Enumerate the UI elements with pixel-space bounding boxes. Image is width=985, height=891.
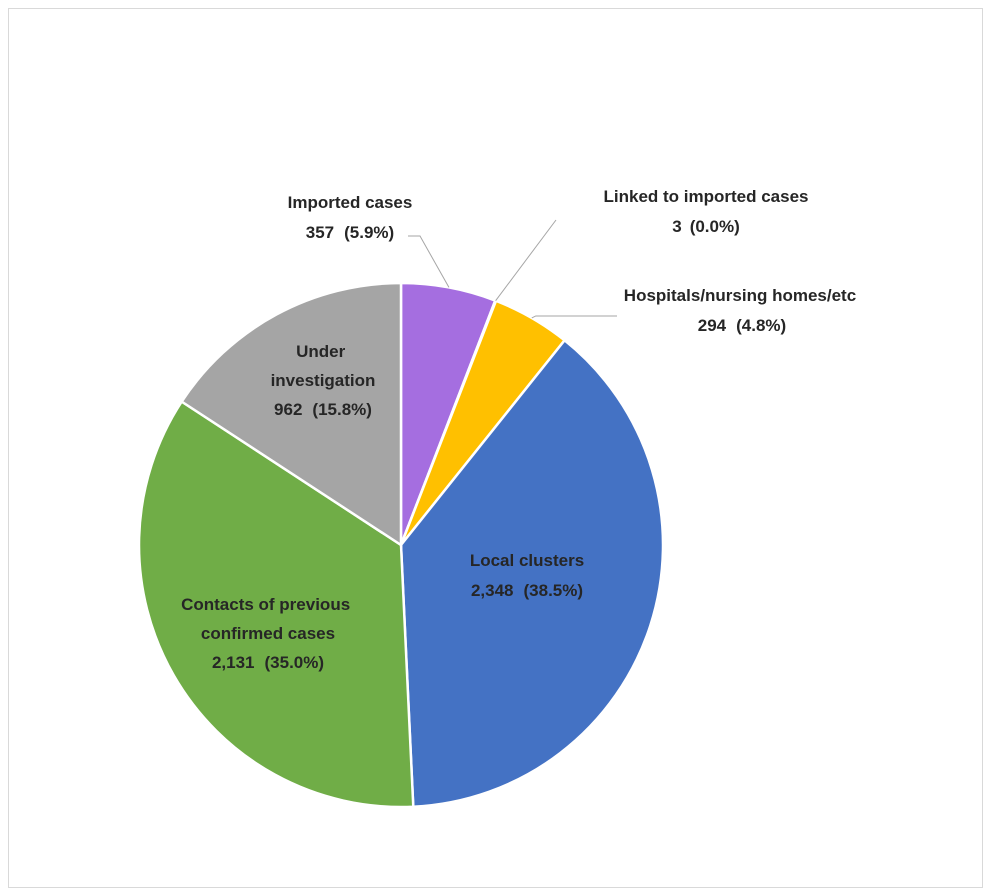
pie-slice-contacts-of-previous-confirmed-cases: [137, 399, 415, 809]
pie-slices: [137, 281, 665, 809]
label-linked-imported-value: 3 (0.0%): [672, 217, 740, 236]
label-local-clusters: Local clusters: [470, 551, 584, 570]
label-imported-cases-value: 357 (5.9%): [306, 223, 394, 242]
leader-line-hospitals: [531, 315, 618, 319]
label-linked-imported: Linked to imported cases: [604, 187, 809, 206]
label-imported-cases: Imported cases: [288, 193, 413, 212]
label-contacts-value: 2,131 (35.0%): [212, 653, 324, 672]
pie-slice-under-investigation: [179, 281, 403, 548]
label-contacts: Contacts of previous confirmed cases: [181, 595, 355, 643]
leader-lines: [408, 219, 618, 319]
label-hospitals-value: 294 (4.8%): [698, 316, 786, 335]
pie-slice-local-clusters: [399, 338, 665, 809]
label-under-investigation: Under investigation: [271, 342, 376, 390]
leader-line-imported-cases: [408, 235, 450, 288]
label-local-clusters-value: 2,348 (38.5%): [471, 581, 583, 600]
label-under-investigation-value: 962 (15.8%): [274, 400, 372, 419]
label-hospitals: Hospitals/nursing homes/etc: [624, 286, 856, 305]
leader-line-linked-imported: [495, 219, 557, 301]
